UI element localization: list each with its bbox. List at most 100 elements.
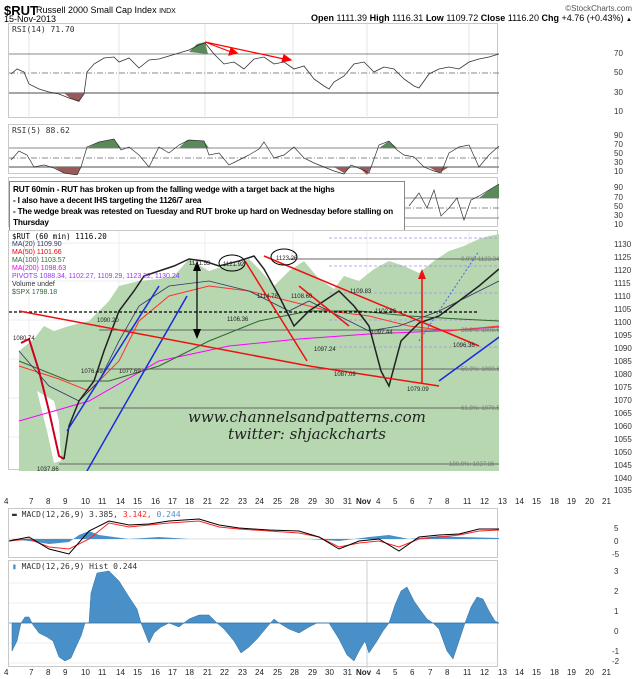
price-tick: 1115 [614, 279, 631, 288]
low-value: 1109.72 [446, 13, 479, 23]
x-tick: 20 [585, 668, 594, 677]
macd-panel: ▬ MACD(12,26,9) 3.385, 3.142, 0.244 [8, 508, 500, 558]
svg-text:0.0%: 1123.34: 0.0%: 1123.34 [461, 257, 499, 263]
x-tick: 29 [308, 497, 317, 506]
rsi5-panel: RSI(5) 88.62 [8, 124, 534, 176]
price-tick: 1060 [614, 422, 632, 431]
x-tick: 13 [498, 668, 507, 677]
hist-tick: 2 [614, 587, 619, 596]
exchange: INDX [159, 8, 176, 15]
price-tick: 1120 [614, 266, 632, 275]
x-tick: 15 [532, 668, 541, 677]
price-tick: 1050 [614, 448, 632, 457]
note-line: - The wedge break was retested on Tuesda… [13, 206, 393, 227]
macd-line-icon: ▬ [12, 510, 17, 519]
x-tick: 10 [81, 668, 90, 677]
watermark-site: www.channelsandpatterns.com [188, 408, 426, 426]
x-tick: 23 [238, 668, 247, 677]
x-tick: 21 [203, 497, 212, 506]
chart-date: 15-Nov-2013 [4, 14, 57, 24]
price-plot: 1121.53 1121.92 1123.26 1114.78 1108.60 … [9, 231, 525, 473]
x-tick: 8 [46, 497, 51, 506]
x-tick: 11 [463, 668, 472, 677]
price-tick: 1125 [614, 253, 632, 262]
macd-tick: 5 [614, 524, 619, 533]
x-tick: 16 [151, 668, 160, 677]
x-tick: 8 [46, 668, 51, 677]
x-tick: 4 [376, 497, 381, 506]
x-tick: 16 [151, 497, 160, 506]
x-tick: 14 [116, 497, 125, 506]
svg-text:1037.86: 1037.86 [37, 467, 59, 471]
bar-chart-icon: ▮ [12, 562, 17, 571]
up-arrow-icon: ▲ [626, 17, 632, 23]
x-tick: 24 [255, 497, 264, 506]
ohlc-bar: Open 1111.39 High 1116.31 Low 1109.72 Cl… [311, 13, 632, 23]
price-tick: 1130 [614, 240, 632, 249]
svg-text:1097.24: 1097.24 [314, 347, 336, 353]
price-tick: 1110 [614, 292, 631, 301]
x-tick: 6 [410, 668, 415, 677]
x-tick: 17 [168, 668, 177, 677]
x-tick: 31 [343, 668, 352, 677]
x-tick: 9 [63, 497, 68, 506]
legend-item: $RUT (60 min) 1116.20 [12, 232, 107, 241]
rsi14-panel: RSI(14) 71.70 [8, 23, 500, 119]
x-tick: 15 [532, 497, 541, 506]
svg-text:1077.69: 1077.69 [119, 369, 141, 375]
price-tick: 1085 [614, 357, 632, 366]
rsi14-tick: 70 [614, 49, 623, 58]
legend-item: MA(200) 1098.63 [12, 265, 67, 272]
x-tick: 4 [376, 668, 381, 677]
x-tick: 11 [98, 497, 107, 506]
svg-text:38.2%: 1090.69: 38.2%: 1090.69 [461, 328, 499, 334]
rsi-mini-tick: 70 [614, 193, 623, 202]
rsi14-label: RSI(14) 71.70 [12, 25, 75, 34]
rsi5-tick: 30 [614, 158, 623, 167]
macd-label: ▬ MACD(12,26,9) 3.385, 3.142, 0.244 [12, 510, 181, 519]
legend-item: $SPX 1798.18 [12, 289, 58, 296]
x-tick: 31 [343, 497, 352, 506]
x-tick: 7 [29, 497, 34, 506]
price-tick: 1065 [614, 409, 632, 418]
x-tick: 13 [498, 497, 507, 506]
x-tick: 14 [515, 497, 524, 506]
x-tick: 12 [480, 497, 489, 506]
macd-signal: 3.142, [122, 510, 152, 519]
svg-text:1096.36: 1096.36 [453, 343, 475, 349]
low-label: Low [425, 13, 444, 23]
x-tick: 9 [63, 668, 68, 677]
x-tick: 4 [4, 497, 9, 506]
price-tick: 1100 [614, 318, 632, 327]
x-tick: 17 [168, 497, 177, 506]
rsi14-plot [9, 24, 500, 119]
x-tick: 22 [220, 668, 229, 677]
rsi-mini-tick: 30 [614, 211, 623, 220]
x-tick: 25 [273, 497, 282, 506]
x-tick: 19 [567, 497, 576, 506]
x-tick: Nov [356, 497, 372, 506]
open-value: 1111.39 [336, 13, 368, 23]
price-tick: 1075 [614, 383, 632, 392]
x-tick: 14 [116, 668, 125, 677]
x-tick: 22 [220, 497, 229, 506]
x-tick: 20 [585, 497, 594, 506]
x-tick: 18 [185, 668, 194, 677]
price-tick: 1045 [614, 461, 632, 470]
x-tick: 15 [133, 497, 142, 506]
rsi14-tick: 50 [614, 68, 623, 77]
x-tick: 7 [428, 668, 433, 677]
index-name-text: Russell 2000 Small Cap Index [36, 5, 157, 15]
svg-text:1123.26: 1123.26 [276, 256, 298, 262]
high-label: High [369, 13, 390, 23]
x-tick: 10 [81, 497, 90, 506]
x-tick: 12 [480, 668, 489, 677]
x-tick: 28 [290, 668, 299, 677]
x-tick: 18 [550, 668, 559, 677]
svg-text:1102.86: 1102.86 [375, 309, 397, 315]
hist-tick: 1 [614, 607, 619, 616]
legend-item: MA(50) 1101.66 [12, 249, 62, 256]
x-tick: 11 [98, 668, 107, 677]
x-tick: 8 [445, 497, 450, 506]
macd-tick: -5 [612, 550, 620, 559]
